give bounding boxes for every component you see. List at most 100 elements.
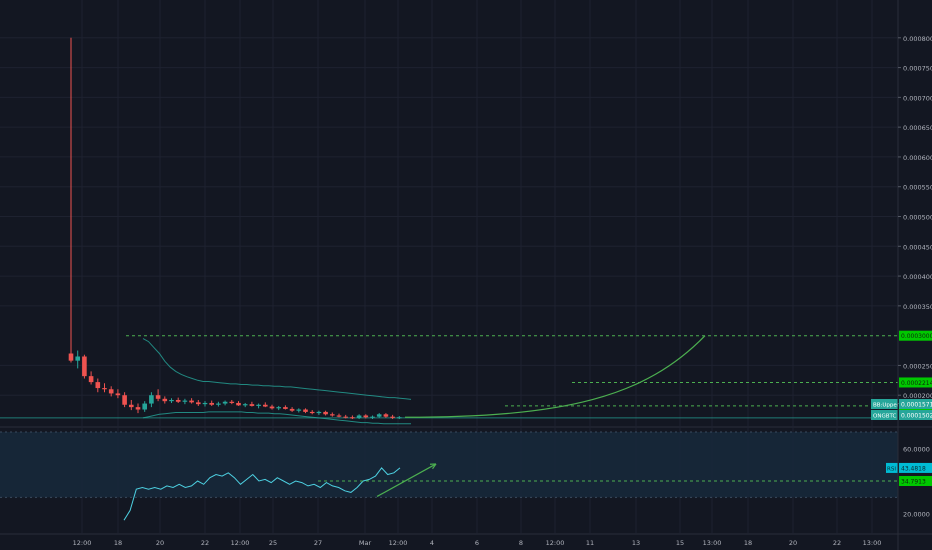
candle[interactable] xyxy=(95,378,101,393)
candle[interactable] xyxy=(88,371,94,385)
candle[interactable] xyxy=(397,416,402,420)
price-level-label: 0.00022140 xyxy=(901,380,932,387)
price-tick-label: 0.00050000 xyxy=(903,214,932,222)
time-tick-label: 25 xyxy=(269,539,277,547)
candle[interactable] xyxy=(108,386,114,397)
candle-body xyxy=(256,404,261,406)
candle-body xyxy=(108,389,114,394)
candle[interactable] xyxy=(122,392,127,408)
candle[interactable] xyxy=(343,414,348,419)
candle[interactable] xyxy=(242,402,248,408)
candle[interactable] xyxy=(276,405,281,411)
candle[interactable] xyxy=(196,399,201,406)
candle[interactable] xyxy=(169,398,174,403)
candle[interactable] xyxy=(363,414,369,419)
candle-body xyxy=(122,395,127,405)
candle[interactable] xyxy=(356,414,362,420)
candle[interactable] xyxy=(129,399,134,411)
candle[interactable] xyxy=(316,410,322,415)
candle[interactable] xyxy=(370,415,375,420)
candle-body xyxy=(276,407,281,409)
candle[interactable] xyxy=(216,401,221,407)
candle[interactable] xyxy=(390,414,395,420)
candle[interactable] xyxy=(182,398,188,405)
candle[interactable] xyxy=(263,402,268,408)
candle[interactable] xyxy=(135,403,141,414)
candle[interactable] xyxy=(102,383,107,393)
candle-body xyxy=(323,411,328,415)
candle[interactable] xyxy=(303,408,308,414)
candle-body xyxy=(236,402,241,406)
candle[interactable] xyxy=(189,398,194,404)
projection-curve-line xyxy=(404,335,706,418)
time-axis[interactable]: 12:00 18 20 22 12:00 25 27 Mar 12:00 4 6 8 12:00 11 13… xyxy=(73,539,882,547)
price-tick-label: 0.00045000 xyxy=(903,243,932,251)
candle[interactable] xyxy=(202,401,208,407)
candle[interactable] xyxy=(289,407,295,412)
candlesticks[interactable] xyxy=(68,37,402,420)
rsi-level-label-bg xyxy=(899,476,932,486)
candle[interactable] xyxy=(162,396,168,404)
series-tag-value-bg xyxy=(899,410,932,420)
candle[interactable] xyxy=(142,401,147,412)
candle[interactable] xyxy=(309,410,315,415)
time-tick-label: 13:00 xyxy=(703,539,722,547)
candle[interactable] xyxy=(283,405,288,410)
candle-body xyxy=(269,406,275,409)
candle-body xyxy=(229,401,235,403)
series-tag-name-bg xyxy=(871,399,898,409)
candle-body xyxy=(336,415,342,417)
candle-body xyxy=(115,393,121,396)
candle[interactable] xyxy=(115,389,121,399)
bollinger-lower-line xyxy=(142,411,411,425)
candle[interactable] xyxy=(350,415,355,420)
price-level-label-bg xyxy=(899,330,932,341)
price-axis[interactable]: 0.00080000 0.00075000 0.00070000 0.00065000… xyxy=(897,0,932,550)
price-tick-label: 0.00080000 xyxy=(903,35,932,43)
time-tick-label: 13 xyxy=(632,539,640,547)
rsi-trend-arrow xyxy=(376,463,437,497)
series-tag-name-bg xyxy=(871,410,898,420)
candle[interactable] xyxy=(149,392,154,408)
rsi-band xyxy=(0,432,898,498)
candle-body xyxy=(209,402,214,405)
candle[interactable] xyxy=(323,410,328,416)
time-tick-label: 22 xyxy=(833,539,841,547)
price-tick-label: 0.00035000 xyxy=(903,303,932,311)
candle-body xyxy=(376,414,382,417)
candle[interactable] xyxy=(229,399,235,405)
candle[interactable] xyxy=(376,413,382,418)
candle-body xyxy=(309,411,315,414)
candle[interactable] xyxy=(82,354,87,379)
price-tick-label: 0.00025000 xyxy=(903,362,932,370)
series-tag-value-bg xyxy=(899,399,932,409)
candle[interactable] xyxy=(249,401,255,407)
candle[interactable] xyxy=(236,401,241,406)
candle[interactable] xyxy=(256,403,261,409)
rsi-tag-name: RSI xyxy=(887,466,896,472)
series-tag-name: BB:Upper xyxy=(873,403,900,409)
candle[interactable] xyxy=(222,400,228,406)
candle[interactable] xyxy=(175,397,181,403)
candle-body xyxy=(249,404,255,406)
candle[interactable] xyxy=(155,389,161,402)
candle[interactable] xyxy=(269,404,275,410)
price-tick-label: 0.00055000 xyxy=(903,184,932,192)
time-tick-label: 12:00 xyxy=(231,539,250,547)
candle[interactable] xyxy=(209,400,214,406)
candle[interactable] xyxy=(75,350,80,369)
candle-body xyxy=(303,409,308,412)
candle[interactable] xyxy=(68,37,74,363)
candle-body xyxy=(202,402,208,405)
time-tick-label: 18 xyxy=(744,539,752,547)
rsi-pane[interactable]: 60.0000 20.0000 34.7913 RSI 43.4818 xyxy=(0,431,932,521)
candle-body xyxy=(383,414,389,417)
candle[interactable] xyxy=(330,412,335,417)
price-tick-label: 0.00060000 xyxy=(903,154,932,162)
candle[interactable] xyxy=(296,408,302,413)
bollinger-bands xyxy=(0,338,898,425)
candle[interactable] xyxy=(383,413,389,418)
candle[interactable] xyxy=(336,413,342,418)
